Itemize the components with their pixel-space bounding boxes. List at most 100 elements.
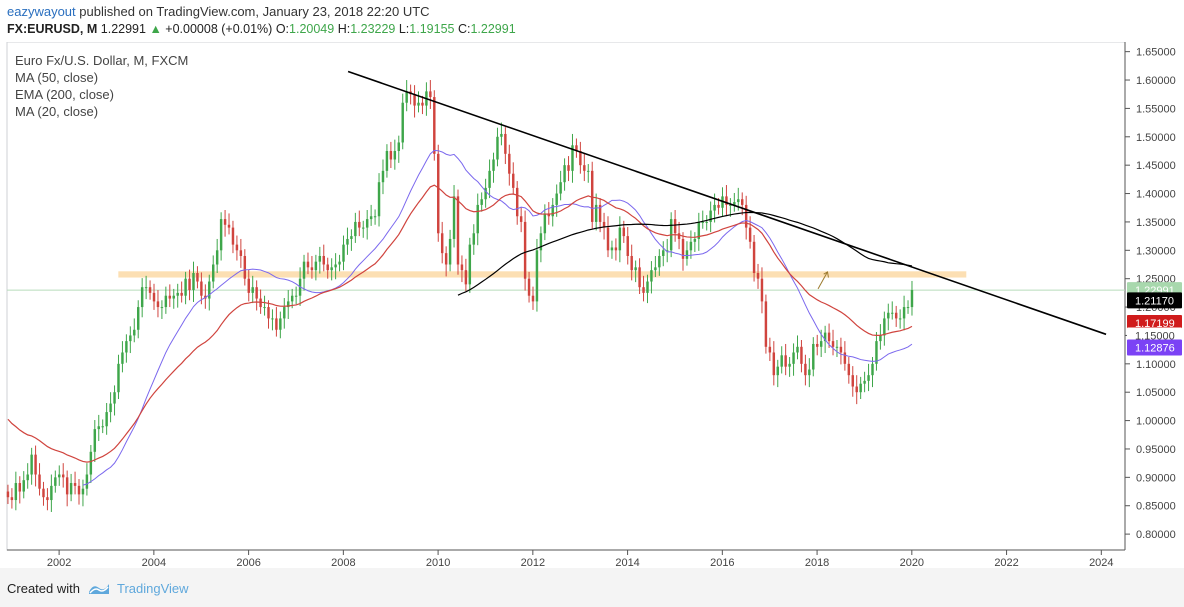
candle xyxy=(646,281,649,293)
legend-ma50[interactable]: MA (50, close) xyxy=(15,70,99,85)
candle xyxy=(393,150,397,160)
candle xyxy=(46,497,49,501)
candle xyxy=(606,227,610,251)
candle xyxy=(855,386,858,393)
y-tick-label: 1.50000 xyxy=(1136,132,1176,144)
x-tick-label: 2006 xyxy=(236,557,260,568)
candle xyxy=(851,375,854,387)
candle xyxy=(239,250,243,256)
candle xyxy=(729,204,732,206)
candle xyxy=(705,221,708,223)
resistance-zone[interactable] xyxy=(118,271,967,278)
candle xyxy=(658,255,661,268)
y-tick-label: 1.35000 xyxy=(1136,217,1176,229)
author-link[interactable]: eazywayout xyxy=(7,4,76,19)
candle xyxy=(310,267,314,271)
candle xyxy=(306,261,310,268)
candle xyxy=(61,474,65,478)
candle xyxy=(543,213,547,234)
candle xyxy=(634,267,637,271)
candle xyxy=(488,170,491,188)
price-chart[interactable]: 0.80000 0.85000 0.90000 0.95000 1.00000 1.050… xyxy=(0,41,1184,569)
candle xyxy=(741,199,744,205)
candle xyxy=(18,483,22,492)
candle xyxy=(468,244,472,285)
candle xyxy=(780,355,783,367)
candle xyxy=(883,318,886,336)
candle xyxy=(192,273,195,291)
candle xyxy=(689,241,693,251)
candle xyxy=(579,150,582,166)
candle xyxy=(377,182,381,217)
candle xyxy=(101,426,104,428)
x-tick-label: 2012 xyxy=(521,557,545,568)
candle xyxy=(776,366,779,376)
candle xyxy=(827,332,831,342)
candle xyxy=(614,247,618,251)
candle xyxy=(630,255,633,271)
candle xyxy=(476,204,479,234)
ohlc-open-value: 1.20049 xyxy=(289,22,335,36)
candle xyxy=(701,221,704,223)
candle xyxy=(508,153,511,174)
candle xyxy=(69,483,73,495)
y-tick-label: 1.45000 xyxy=(1136,160,1176,172)
candle xyxy=(752,241,756,274)
candle xyxy=(144,287,148,289)
tradingview-logo-icon[interactable] xyxy=(87,580,111,601)
candle xyxy=(235,244,239,251)
x-tick-label: 2014 xyxy=(615,557,639,568)
candle xyxy=(65,477,69,495)
price-label-bg xyxy=(1127,314,1182,331)
price-label: 1.15000 xyxy=(1135,330,1175,342)
chart-area[interactable]: 0.80000 0.85000 0.90000 0.95000 1.00000 1.050… xyxy=(0,41,1184,569)
candle xyxy=(654,267,657,271)
candle xyxy=(30,454,33,475)
candle xyxy=(819,341,823,347)
candle xyxy=(460,264,464,271)
candle xyxy=(283,307,286,319)
projection-arrow-head xyxy=(823,271,829,278)
candle xyxy=(322,255,325,265)
candle xyxy=(14,483,18,501)
candle xyxy=(156,301,160,308)
candle xyxy=(673,219,677,234)
candle xyxy=(401,102,404,143)
last-price: 1.22991 xyxy=(100,22,146,36)
candle xyxy=(887,312,890,319)
candle xyxy=(713,204,716,211)
candle xyxy=(638,267,641,288)
ohlc-open-label: O: xyxy=(275,22,290,36)
candle xyxy=(397,142,400,151)
candle xyxy=(429,91,432,98)
candle xyxy=(421,102,424,106)
candle xyxy=(148,287,152,293)
candle xyxy=(279,318,282,330)
candle xyxy=(539,233,543,251)
candle xyxy=(910,290,914,308)
legend-ma20[interactable]: MA (20, close) xyxy=(15,104,99,119)
candle xyxy=(121,352,124,364)
ohlc-close-value: 1.22991 xyxy=(470,22,516,36)
ohlc-close-label: C: xyxy=(457,22,471,36)
candle xyxy=(22,480,25,492)
trend-line[interactable] xyxy=(347,70,1107,336)
candle xyxy=(784,355,787,367)
candle xyxy=(271,318,274,320)
ma50-line xyxy=(457,211,913,296)
candle xyxy=(531,295,535,302)
candle xyxy=(223,219,227,225)
tradingview-brand[interactable]: TradingView xyxy=(117,581,189,596)
candle xyxy=(389,150,393,160)
symbol: FX:EURUSD, M xyxy=(7,22,98,36)
x-tick-label: 2016 xyxy=(710,557,734,568)
legend-ema200[interactable]: EMA (200, close) xyxy=(15,87,114,102)
candle xyxy=(263,307,266,309)
candle xyxy=(58,474,61,478)
candle xyxy=(547,213,551,217)
candle xyxy=(768,346,772,353)
candle xyxy=(642,287,645,293)
candle xyxy=(326,264,329,271)
candle xyxy=(362,227,365,229)
candle xyxy=(93,429,97,452)
